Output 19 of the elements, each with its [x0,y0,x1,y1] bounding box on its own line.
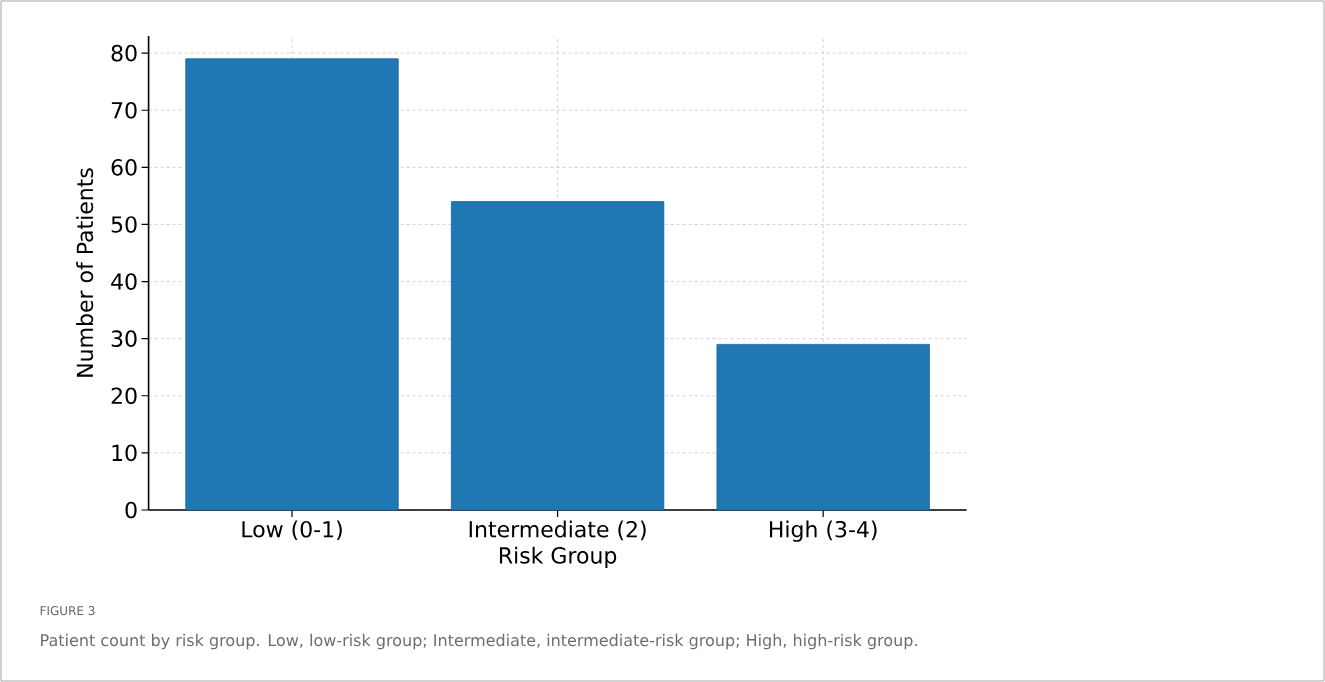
y-tick-label: 80 [111,44,137,62]
y-tick-label: 40 [111,273,137,290]
y-tick-label: 30 [111,330,137,347]
bar [450,201,665,511]
x-tick-label: High (3-4) [770,520,877,542]
y-tick-label: 50 [111,216,137,233]
bar [185,58,399,511]
bar [716,343,930,511]
x-tick-label: Low (0-1) [242,520,342,541]
text: FIGURE 3 [40,606,95,616]
y-tick-label: 60 [111,159,137,176]
x-axis-title: Risk Group [499,546,617,568]
text: Patient count by risk group. Low, low-risk group; Intermediate, intermediate-risk group; High, high-risk group. [41,633,917,650]
y-tick-label: 20 [111,387,137,405]
y-tick-label: 70 [111,101,137,119]
x-tick-label: Intermediate (2) [469,520,646,541]
y-tick-label: 0 [125,501,137,519]
y-tick-label: 10 [112,444,137,462]
y-axis-title: Number of Patients [76,168,94,377]
